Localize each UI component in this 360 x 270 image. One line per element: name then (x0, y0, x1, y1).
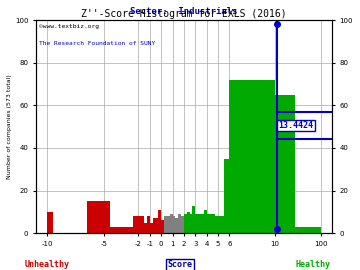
Bar (161, 220, 164, 233)
Text: 13.4424: 13.4424 (278, 121, 314, 130)
Bar (207, 214, 210, 233)
Bar (193, 205, 195, 233)
Bar (295, 227, 320, 233)
Bar (178, 214, 181, 233)
Bar (210, 214, 212, 233)
Bar (87, 201, 99, 233)
Bar (184, 214, 187, 233)
Bar (144, 222, 147, 233)
Bar (195, 214, 198, 233)
Bar (229, 80, 275, 233)
Y-axis label: Number of companies (573 total): Number of companies (573 total) (7, 74, 12, 179)
Bar (224, 159, 229, 233)
Bar (198, 214, 201, 233)
Bar (170, 214, 172, 233)
Bar (121, 227, 132, 233)
Bar (275, 95, 295, 233)
Bar (172, 216, 175, 233)
Bar (181, 216, 184, 233)
Bar (175, 218, 178, 233)
Bar (215, 216, 218, 233)
Text: Sector:  Industrials: Sector: Industrials (130, 7, 238, 16)
Bar (201, 214, 204, 233)
Bar (132, 216, 144, 233)
Text: Healthy: Healthy (296, 260, 331, 269)
Title: Z''-Score Histogram for EXLS (2016): Z''-Score Histogram for EXLS (2016) (81, 9, 287, 19)
Bar (218, 216, 224, 233)
Bar (110, 227, 121, 233)
Bar (158, 210, 161, 233)
Text: The Research Foundation of SUNY: The Research Foundation of SUNY (39, 41, 155, 46)
Text: ©www.textbiz.org: ©www.textbiz.org (39, 24, 99, 29)
Bar (190, 214, 193, 233)
Bar (156, 218, 158, 233)
Bar (150, 222, 153, 233)
Text: Unhealthy: Unhealthy (24, 260, 69, 269)
Bar (212, 214, 215, 233)
Bar (147, 216, 150, 233)
Bar (167, 216, 170, 233)
Bar (153, 218, 156, 233)
Bar (204, 210, 207, 233)
Text: Score: Score (167, 260, 193, 269)
Bar (99, 201, 110, 233)
Bar (187, 212, 190, 233)
Bar (47, 212, 53, 233)
Bar (164, 216, 167, 233)
